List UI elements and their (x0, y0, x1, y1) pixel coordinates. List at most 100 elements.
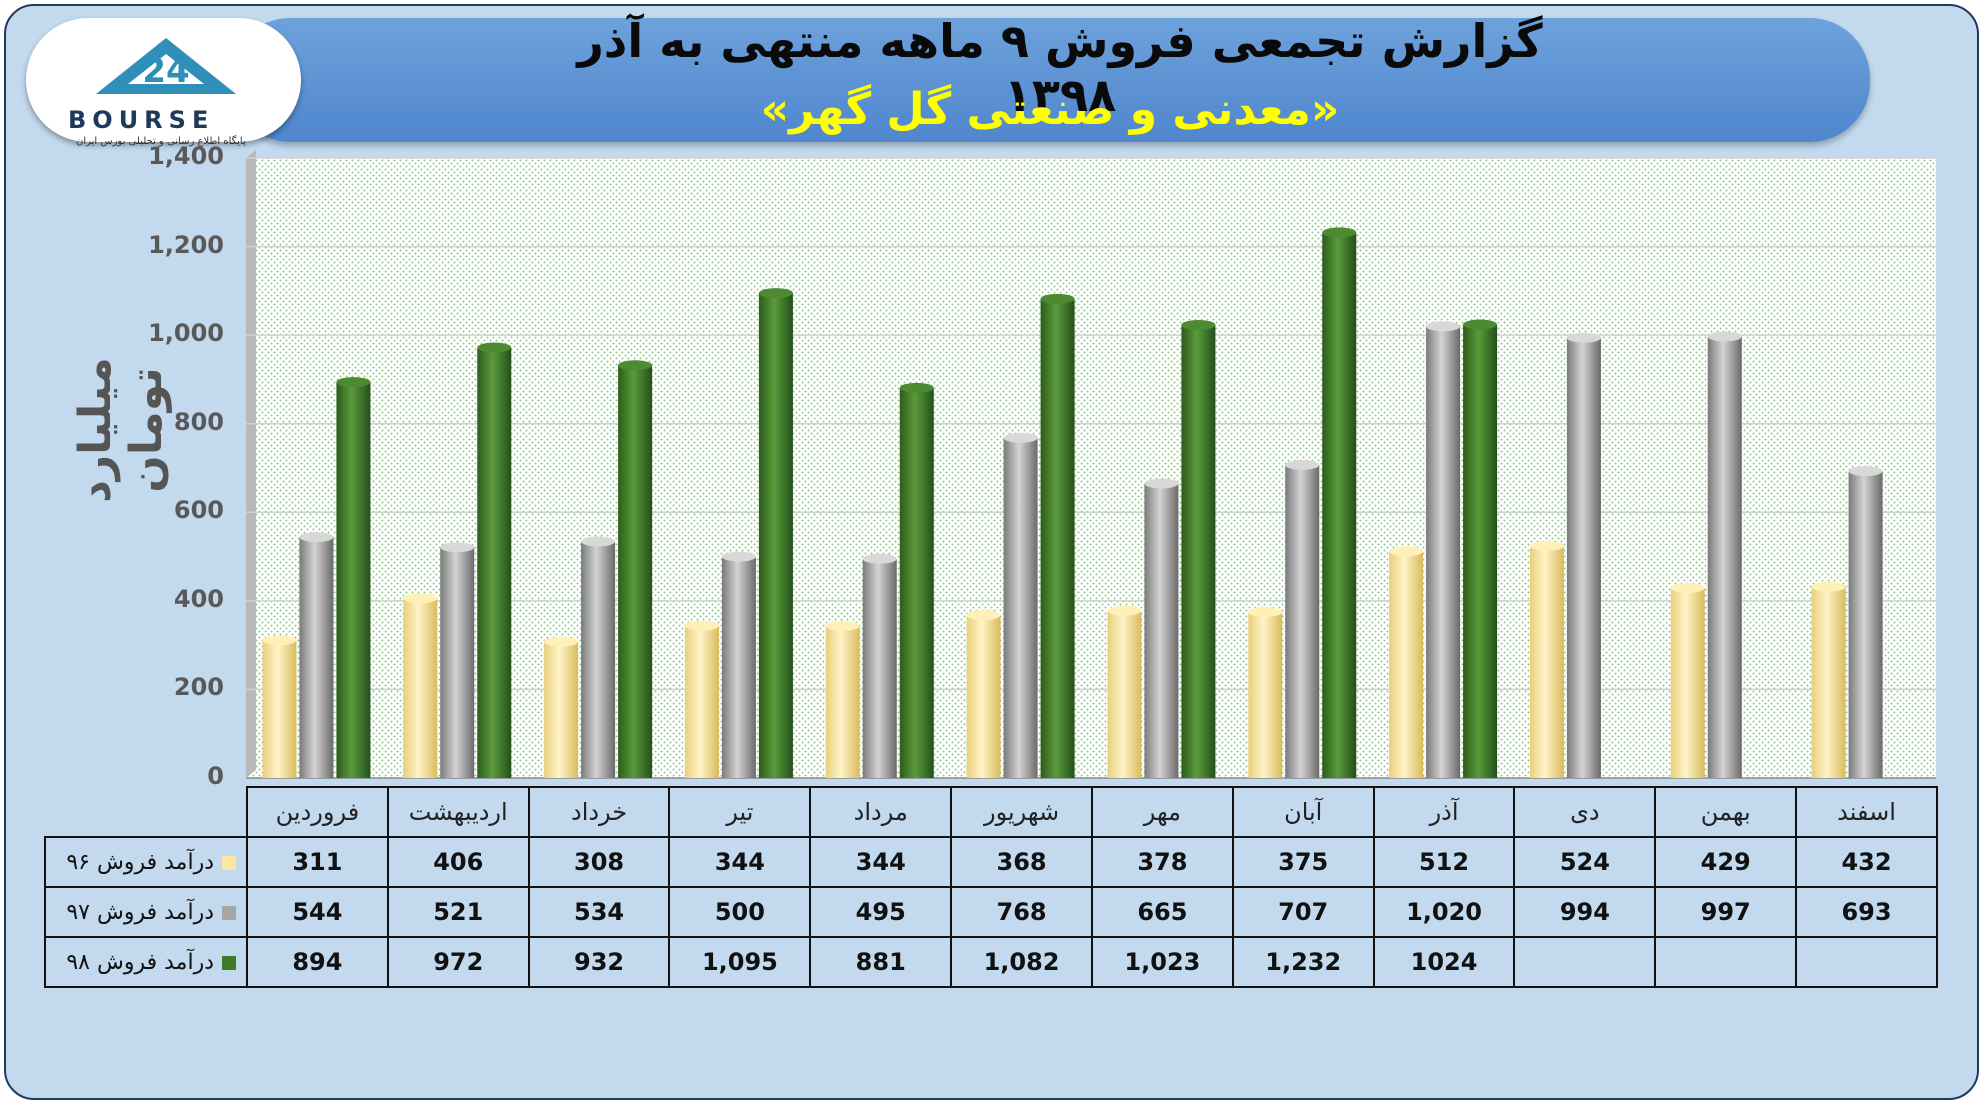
bar-body (1040, 298, 1075, 778)
bar-98-4 (758, 288, 793, 778)
bar-body (581, 541, 616, 778)
logo-mark-icon: 24 (96, 38, 236, 94)
bar-body (477, 347, 512, 778)
legend-swatch-96 (222, 855, 236, 870)
bar-cap (1322, 227, 1357, 238)
value-cell: 665 (1090, 886, 1234, 938)
bar-cap (262, 635, 297, 646)
value-cell: 534 (527, 886, 671, 938)
bar-cap (966, 610, 1001, 621)
category-label: اسفند (1795, 786, 1938, 838)
value-cell: 524 (1513, 836, 1657, 888)
bar-cap (403, 593, 438, 604)
bar-cap (1670, 583, 1705, 594)
bar-body (1144, 483, 1179, 778)
category-label: مهر (1090, 786, 1234, 838)
bar-96-3 (544, 636, 579, 778)
chart-title: گزارش تجمعی فروش ۹ ماهه منتهی به آذر ۱۳۹… (577, 14, 1543, 122)
bar-body (544, 641, 579, 778)
bar-97-12 (1848, 466, 1883, 778)
y-tick-label: 0 (207, 762, 224, 790)
bar-body (1003, 437, 1038, 778)
bar-body (1848, 471, 1883, 778)
value-cell: 378 (1090, 836, 1234, 888)
y-tick-label: 600 (173, 496, 224, 525)
y-tick-label: 200 (173, 673, 224, 702)
value-cell: 375 (1231, 836, 1375, 888)
y-tick-label: 1,000 (148, 319, 224, 348)
bar-96-1 (262, 635, 297, 778)
title-banner (230, 18, 1870, 142)
bar-cap (721, 551, 756, 562)
bar-96-7 (1107, 605, 1142, 778)
bar-body (1181, 324, 1216, 778)
value-cell (1513, 936, 1657, 988)
bar-97-7 (1144, 478, 1179, 778)
logo-wordmark: BOURSE (68, 106, 215, 134)
bar-body (684, 625, 719, 778)
category-label: خرداد (527, 786, 671, 838)
bar-97-6 (1003, 432, 1038, 778)
bar-body (966, 615, 1001, 778)
value-cell: 344 (668, 836, 812, 888)
value-cell: 429 (1654, 836, 1798, 888)
bar-body (1529, 545, 1564, 778)
bar-cap (1566, 332, 1601, 343)
bar-98-2 (477, 342, 512, 778)
category-label: شهریور (950, 786, 1093, 838)
bar-cap (1463, 319, 1498, 330)
category-label: اردیبهشت (386, 786, 530, 838)
bar-body (1322, 232, 1357, 778)
bar-body (1811, 586, 1846, 778)
value-cell: 311 (246, 836, 389, 888)
bar-cap (1707, 331, 1742, 342)
legend-entry-98: درآمد فروش ۹۸ (44, 936, 248, 988)
category-label: مرداد (809, 786, 953, 838)
bourse-logo: 24 BOURSE پایگاه اطلاع رسانی و تحلیلی بو… (26, 18, 301, 147)
value-cell: 1,020 (1372, 886, 1516, 938)
bar-cap (1285, 459, 1320, 470)
table-row: درآمد فروش ۹۷ 544 521 534 500 495 768 665 707 1,… (44, 886, 1938, 938)
value-cell: 707 (1231, 886, 1375, 938)
legend-entry-96: درآمد فروش ۹۶ (44, 836, 248, 888)
bar-body (299, 537, 334, 778)
bar-96-9 (1389, 546, 1424, 778)
y-tick-label: 800 (173, 407, 224, 436)
bar-body (1670, 588, 1705, 778)
bar-97-5 (862, 553, 897, 778)
category-label: آبان (1231, 786, 1375, 838)
bar-97-11 (1707, 331, 1742, 778)
bar-cap (1426, 321, 1461, 332)
value-cell (1795, 936, 1938, 988)
bar-cap (477, 342, 512, 353)
bar-body (758, 293, 793, 778)
bar-98-5 (899, 382, 934, 778)
value-cell: 500 (668, 886, 812, 938)
value-cell: 344 (809, 836, 953, 888)
bar-body (1285, 464, 1320, 778)
value-cell: 521 (386, 886, 530, 938)
bar-body (1107, 610, 1142, 778)
table-row: درآمد فروش ۹۸ 894 972 932 1,095 881 1,082 1,02… (44, 936, 1938, 988)
value-cell: 693 (1795, 886, 1938, 938)
plot-side-wall (246, 150, 256, 778)
plot-area (246, 158, 1936, 778)
bar-cap (299, 532, 334, 543)
bar-cap (825, 620, 860, 631)
bar-body (1463, 324, 1498, 778)
bar-body (862, 558, 897, 778)
bar-97-3 (581, 536, 616, 778)
bar-cap (544, 636, 579, 647)
bar-cap (1248, 606, 1283, 617)
bar-cap (758, 288, 793, 299)
bar-cap (1040, 293, 1075, 304)
value-cell: 1,232 (1231, 936, 1375, 988)
legend-swatch-97 (222, 905, 236, 920)
legend-swatch-98 (222, 955, 236, 970)
category-label: آذر (1372, 786, 1516, 838)
bar-body (1389, 551, 1424, 778)
bar-cap (1107, 605, 1142, 616)
bar-body (1426, 326, 1461, 778)
table-row: درآمد فروش ۹۶ 311 406 308 344 344 368 378 375 51… (44, 836, 1938, 888)
